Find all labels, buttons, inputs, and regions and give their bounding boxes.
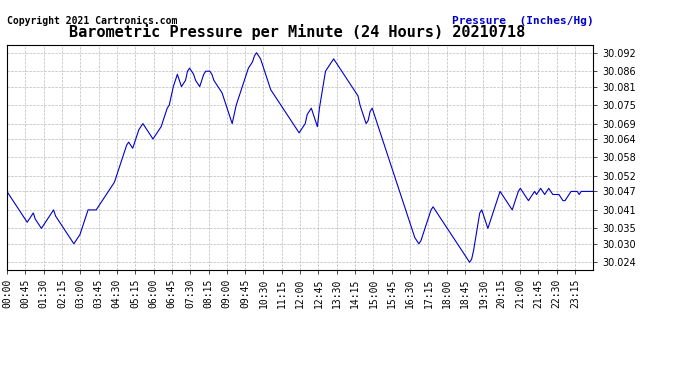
Text: Barometric Pressure per Minute (24 Hours) 20210718: Barometric Pressure per Minute (24 Hours… [68,24,525,40]
Text: Pressure  (Inches/Hg): Pressure (Inches/Hg) [452,16,593,26]
Text: Copyright 2021 Cartronics.com: Copyright 2021 Cartronics.com [7,16,177,26]
